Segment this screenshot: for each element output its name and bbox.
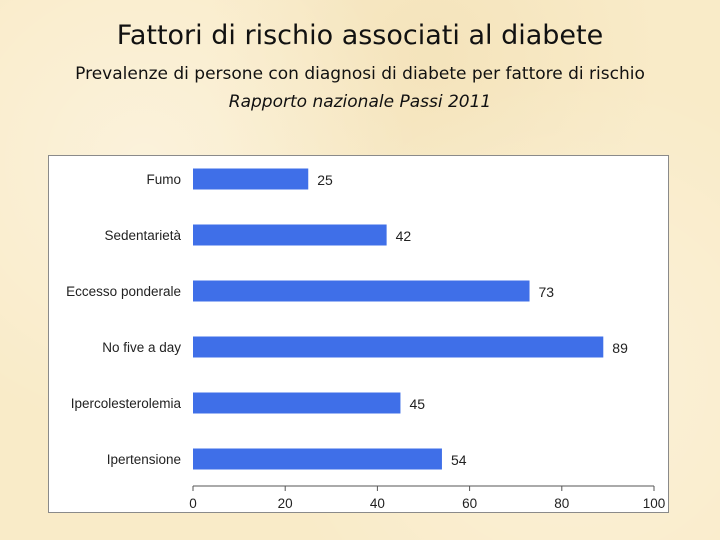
data-label-2: 73 [539, 284, 555, 300]
data-label-5: 54 [451, 452, 467, 468]
bar-1 [193, 224, 387, 246]
x-tick-label-1: 20 [278, 496, 293, 511]
bar-2 [193, 280, 530, 302]
category-label-5: Ipertensione [107, 452, 181, 467]
data-label-0: 25 [317, 172, 333, 188]
bar-4 [193, 392, 401, 414]
bar-0 [193, 168, 309, 190]
source-note: Rapporto nazionale Passi 2011 [228, 92, 492, 112]
x-tick-label-0: 0 [189, 496, 197, 511]
page-subtitle: Prevalenze di persone con diagnosi di di… [75, 64, 645, 84]
data-label-1: 42 [396, 228, 412, 244]
category-label-4: Ipercolesterolemia [71, 396, 182, 411]
x-tick-label-3: 60 [462, 496, 477, 511]
category-label-3: No five a day [102, 340, 181, 355]
data-label-3: 89 [612, 340, 628, 356]
bar-5 [193, 448, 442, 470]
x-tick-label-4: 80 [554, 496, 569, 511]
category-label-0: Fumo [146, 172, 181, 187]
x-tick-label-5: 100 [643, 496, 666, 511]
category-label-1: Sedentarietà [104, 228, 181, 243]
x-tick-label-2: 40 [370, 496, 385, 511]
category-label-2: Eccesso ponderale [66, 284, 181, 299]
data-label-4: 45 [409, 396, 425, 412]
bar-3 [193, 336, 604, 358]
page-title: Fattori di rischio associati al diabete [116, 20, 604, 51]
